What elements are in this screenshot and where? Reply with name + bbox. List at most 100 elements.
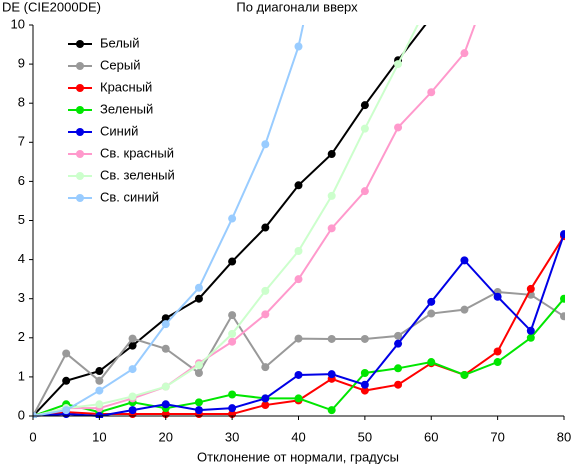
data-point	[294, 246, 303, 255]
data-point	[427, 358, 436, 367]
data-point	[95, 386, 104, 395]
data-point	[62, 349, 71, 358]
y-tick-label: 9	[18, 56, 25, 71]
y-axis-label: DE (CIE2000DE)	[2, 0, 101, 14]
data-point	[427, 0, 435, 2]
data-point	[327, 150, 336, 159]
data-point	[95, 400, 104, 409]
data-point	[526, 284, 535, 293]
legend-marker	[76, 194, 84, 202]
data-point	[394, 364, 403, 373]
legend-marker	[76, 40, 84, 48]
legend-marker	[76, 150, 84, 158]
data-point	[427, 88, 436, 97]
series-line	[33, 25, 419, 417]
data-point	[95, 367, 104, 376]
data-point	[294, 181, 303, 190]
x-tick-label: 10	[92, 429, 106, 444]
data-point	[161, 382, 170, 391]
y-tick-label: 5	[18, 212, 25, 227]
y-tick-label: 7	[18, 134, 25, 149]
data-point	[526, 326, 535, 335]
legend-label: Св. красный	[100, 145, 174, 160]
data-point	[394, 380, 403, 389]
data-point	[427, 297, 436, 306]
x-tick-label: 30	[225, 429, 239, 444]
data-point	[427, 309, 436, 318]
data-point	[261, 286, 270, 295]
data-point	[360, 187, 369, 196]
y-tick-label: 0	[18, 407, 25, 422]
data-point	[360, 101, 369, 110]
legend-marker	[76, 62, 84, 70]
data-point	[460, 256, 469, 265]
x-axis-label: Отклонение от нормали, градусы	[197, 449, 399, 464]
data-point	[394, 123, 403, 132]
plot-area	[33, 0, 565, 418]
y-tick-label: 3	[18, 290, 25, 305]
x-tick-label: 60	[424, 429, 438, 444]
data-point	[194, 398, 203, 407]
data-point	[261, 394, 270, 403]
data-point	[360, 386, 369, 395]
legend-label: Серый	[100, 57, 140, 72]
data-point	[128, 392, 137, 401]
data-point	[327, 370, 336, 379]
data-point	[493, 292, 502, 301]
data-point	[228, 311, 237, 320]
data-point	[62, 406, 71, 415]
legend-label: Св. синий	[100, 189, 159, 204]
data-point	[493, 347, 502, 356]
data-point	[128, 365, 137, 374]
legend-marker	[76, 172, 84, 180]
data-point	[228, 337, 237, 346]
chart-title: По диагонали вверх	[236, 0, 358, 14]
data-point	[128, 334, 137, 343]
legend-label: Зеленый	[100, 101, 153, 116]
legend-label: Синий	[100, 123, 138, 138]
y-tick-label: 10	[11, 16, 25, 31]
data-point	[194, 283, 203, 292]
data-point	[294, 370, 303, 379]
data-point	[294, 394, 303, 403]
data-point	[228, 214, 237, 223]
x-tick-label: 80	[557, 429, 571, 444]
data-point	[161, 314, 170, 323]
data-point	[360, 380, 369, 389]
data-point	[261, 223, 270, 232]
legend-marker	[76, 106, 84, 114]
data-point	[95, 412, 104, 418]
data-point	[360, 368, 369, 377]
data-point	[194, 361, 203, 370]
data-point	[394, 60, 403, 69]
x-tick-label: 0	[29, 429, 36, 444]
x-tick-label: 20	[159, 429, 173, 444]
data-point	[161, 400, 170, 409]
data-point	[460, 370, 469, 379]
x-tick-label: 40	[291, 429, 305, 444]
data-point	[261, 310, 270, 319]
data-point	[128, 341, 137, 350]
data-point	[394, 339, 403, 348]
data-point	[560, 230, 565, 239]
data-point	[360, 124, 369, 133]
x-tick-label: 50	[358, 429, 372, 444]
series-line	[33, 25, 305, 417]
data-point	[394, 331, 403, 340]
data-point	[560, 294, 565, 303]
legend-marker	[76, 128, 84, 136]
y-tick-label: 4	[18, 251, 25, 266]
legend-label: Св. зеленый	[100, 167, 175, 182]
data-point	[327, 406, 336, 415]
data-point	[526, 333, 535, 342]
data-point	[128, 406, 137, 415]
legend-label: Белый	[100, 35, 140, 50]
data-point	[228, 404, 237, 413]
data-point	[261, 401, 270, 410]
y-tick-label: 2	[18, 329, 25, 344]
data-point	[194, 294, 203, 303]
data-point	[493, 358, 502, 367]
legend-label: Красный	[100, 79, 152, 94]
data-point	[294, 334, 303, 343]
